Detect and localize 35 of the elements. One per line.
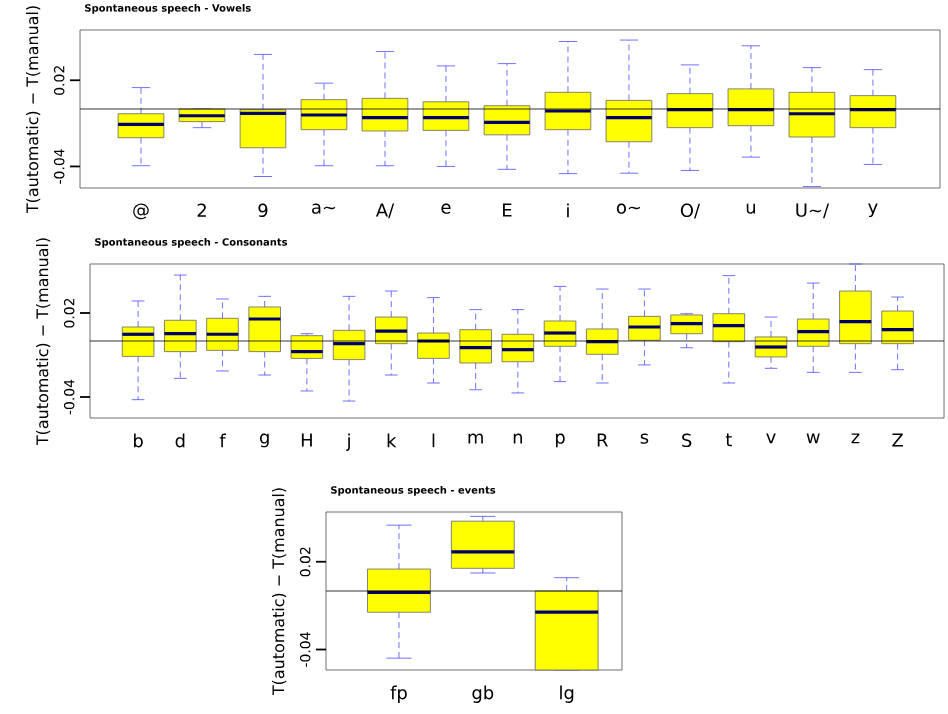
x-tick-label: g bbox=[259, 433, 269, 448]
x-tick-label: b bbox=[134, 433, 143, 448]
x-tick-label: k bbox=[387, 433, 397, 448]
x-tick-label: S bbox=[682, 433, 692, 448]
x-tick-label: j bbox=[346, 433, 350, 451]
x-tick-label: o~ bbox=[616, 203, 641, 214]
x-tick-label: t bbox=[725, 433, 732, 447]
x-tick-label: m bbox=[468, 433, 483, 444]
x-tick-label: v bbox=[766, 433, 776, 444]
x-tick-label: 2 bbox=[197, 203, 206, 217]
x-tick-label: e bbox=[441, 203, 451, 214]
x-tick-label: w bbox=[806, 433, 820, 444]
x-tick-label: s bbox=[640, 433, 649, 444]
x-tick-label: E bbox=[503, 203, 512, 217]
x-tick-label: @ bbox=[133, 203, 149, 220]
x-tick-label: R bbox=[597, 433, 608, 447]
x-tick-label: i bbox=[567, 203, 569, 218]
x-tick-label: O/ bbox=[680, 203, 700, 219]
x-tick-label: a~ bbox=[312, 203, 336, 214]
x-tick-label: d bbox=[175, 433, 185, 448]
x-tick-label: fp bbox=[390, 685, 407, 703]
x-tick-label: 9 bbox=[258, 203, 268, 218]
x-tick-label: lg bbox=[560, 685, 574, 703]
x-tick-label: z bbox=[851, 433, 860, 444]
x-tick-label: H bbox=[301, 433, 312, 447]
x-tick-label: y bbox=[868, 203, 878, 218]
x-tick-label: gb bbox=[472, 685, 494, 703]
x-tick-label: u bbox=[746, 203, 755, 214]
x-tick-label: l bbox=[432, 433, 435, 448]
x-tick-label: p bbox=[555, 433, 565, 448]
x-tick-label: U~/ bbox=[796, 203, 830, 219]
x-tick-label: A/ bbox=[375, 203, 395, 219]
x-tick-label: f bbox=[219, 433, 226, 448]
x-tick-label: n bbox=[513, 433, 523, 444]
x-tick-label: Z bbox=[892, 433, 903, 447]
